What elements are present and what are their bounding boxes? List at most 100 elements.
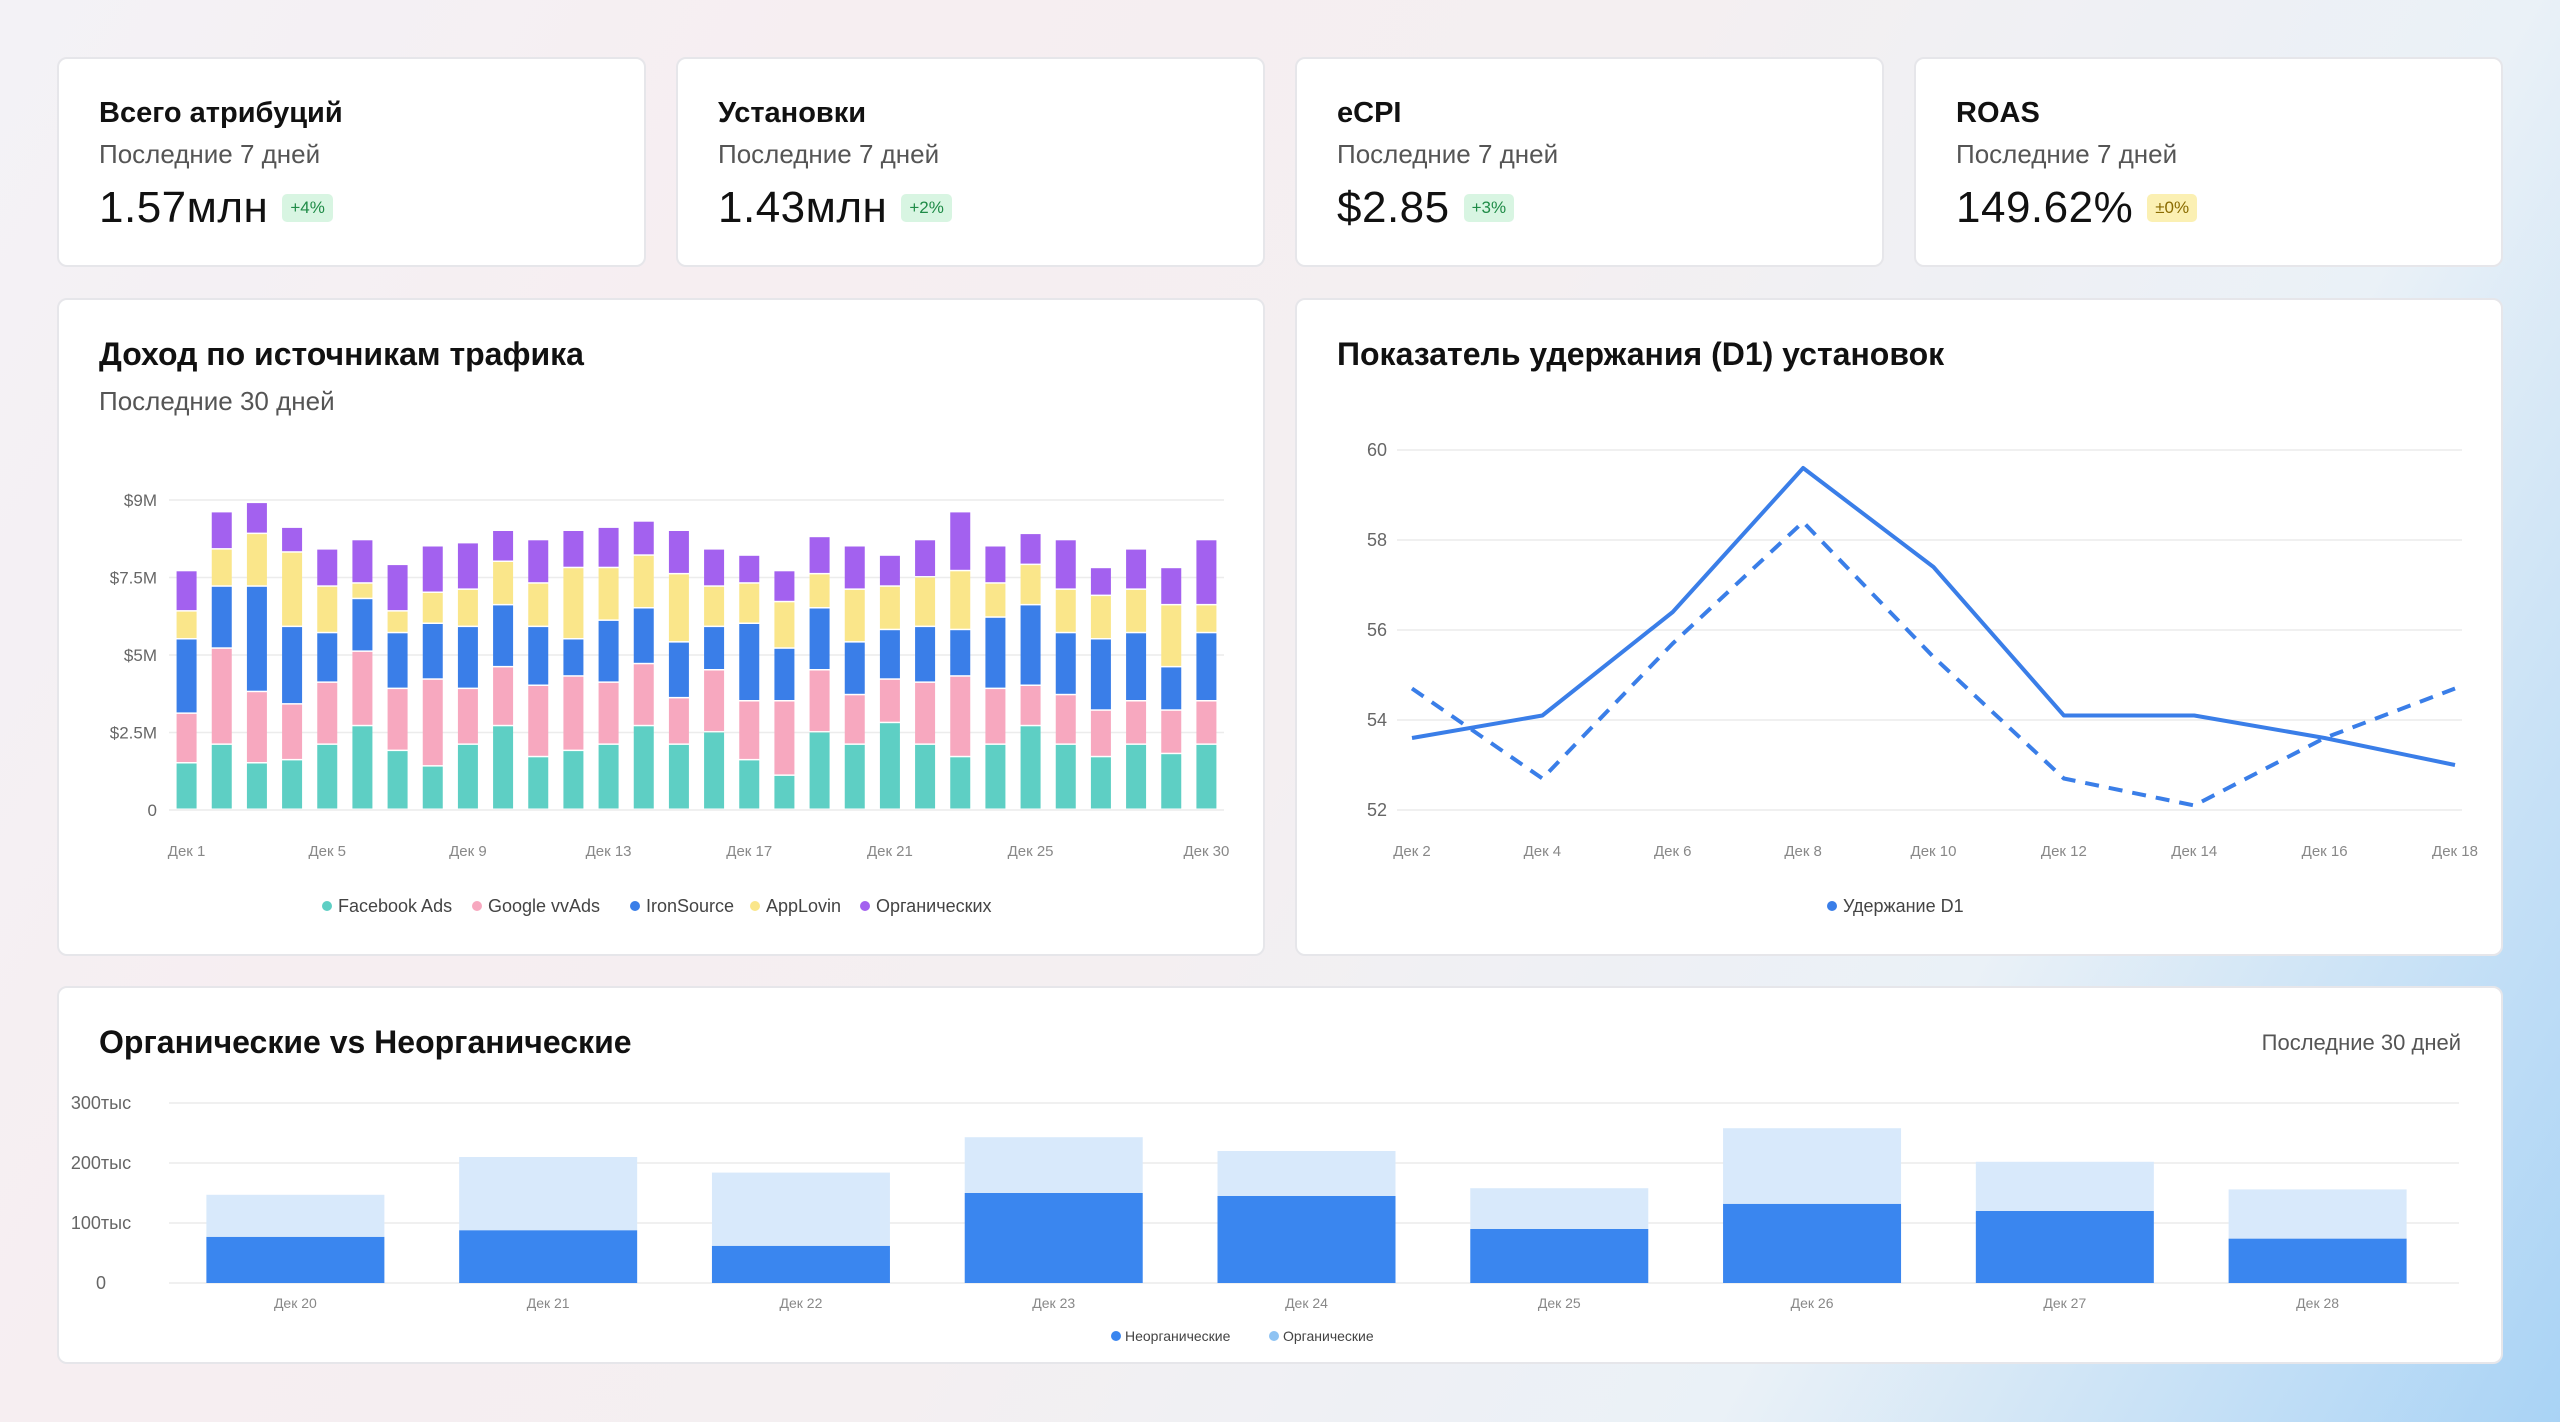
bar-segment xyxy=(704,627,725,669)
bar-segment xyxy=(915,627,936,682)
bar-segment xyxy=(950,571,971,629)
bar-segment xyxy=(844,695,865,744)
dashed-series-line xyxy=(1410,520,2456,808)
bar-segment xyxy=(457,689,478,744)
bar-segment xyxy=(774,701,795,775)
bar-segment xyxy=(246,534,267,586)
bar-segment xyxy=(352,651,373,725)
bar-segment xyxy=(2228,1238,2407,1283)
legend-label: Google vvAds xyxy=(488,896,600,916)
bar-segment xyxy=(246,763,267,809)
bar-segment xyxy=(1020,726,1041,809)
bar-segment xyxy=(668,642,689,697)
bar-segment xyxy=(528,686,549,756)
kpi-value: 1.57млн xyxy=(99,183,269,232)
kpi-title: eCPI xyxy=(1337,97,1402,129)
bar-segment xyxy=(950,512,971,570)
bar-segment xyxy=(1055,540,1076,589)
bar-segment xyxy=(176,639,197,713)
bar-segment xyxy=(598,682,619,744)
bar-segment xyxy=(1090,568,1111,595)
bar-segment xyxy=(457,589,478,626)
y-tick-label: $7.5M xyxy=(110,569,157,588)
bar-segment xyxy=(704,586,725,626)
bar-segment xyxy=(1470,1229,1649,1283)
kpi-change-badge: +4% xyxy=(282,194,333,222)
bar-segment xyxy=(704,549,725,586)
bar-segment xyxy=(1090,757,1111,809)
bar-segment xyxy=(633,608,654,663)
legend-swatch xyxy=(630,901,640,911)
retention-title: Показатель удержания (D1) установок xyxy=(1337,336,1945,372)
bar-segment xyxy=(1975,1211,2154,1283)
bar-segment xyxy=(563,676,584,750)
bar-segment xyxy=(1055,633,1076,694)
kpi-card-attributions: Всего атрибуций Последние 7 дней 1.57млн… xyxy=(57,57,646,267)
bar-segment xyxy=(633,555,654,607)
bar-segment xyxy=(809,608,830,669)
bar-segment xyxy=(1470,1188,1649,1229)
bar-segment xyxy=(1126,701,1147,744)
bar-segment xyxy=(985,546,1006,583)
bar-segment xyxy=(1161,710,1182,753)
y-tick-label: $2.5M xyxy=(110,724,157,743)
bar-segment xyxy=(739,555,760,583)
bar-segment xyxy=(1196,540,1217,604)
bar-segment xyxy=(1217,1196,1396,1283)
bar-segment xyxy=(844,589,865,642)
bar-segment xyxy=(985,583,1006,617)
legend-label: Органических xyxy=(876,896,992,916)
revenue-chart: 0 $2.5M $5M $7.5M $9M Дек 1 Дек 5 Дек 9 Дек 13 Де… xyxy=(110,491,1230,916)
bar-segment xyxy=(493,726,514,809)
revenue-card: Доход по источникам трафика Последние 30… xyxy=(57,298,1265,956)
bar-segment xyxy=(528,627,549,685)
bar-segment xyxy=(282,760,303,809)
bar-segment xyxy=(1196,633,1217,700)
bar-segment xyxy=(1723,1128,1902,1204)
bar-segment xyxy=(1055,589,1076,632)
bar-segment xyxy=(809,537,830,573)
organic-title: Органические vs Неорганические xyxy=(99,1024,632,1060)
x-tick-label: Дек 9 xyxy=(449,843,487,860)
bar-segment xyxy=(211,512,232,549)
y-tick-label: $9M xyxy=(124,491,157,510)
bar-segment xyxy=(879,555,900,586)
bar-segment xyxy=(598,744,619,809)
revenue-period: Последние 30 дней xyxy=(99,386,335,416)
bar-segment xyxy=(282,704,303,759)
y-tick-label: $5M xyxy=(124,646,157,665)
y-tick-label: 0 xyxy=(96,1273,106,1293)
bar-segment xyxy=(387,565,408,611)
bar-segment xyxy=(879,586,900,629)
x-tick-label: Дек 28 xyxy=(2296,1295,2339,1311)
legend-swatch xyxy=(1827,901,1837,911)
bar-segment xyxy=(1975,1161,2154,1211)
bar-segment xyxy=(1090,596,1111,638)
y-tick-label: 56 xyxy=(1367,620,1387,640)
legend-swatch xyxy=(860,901,870,911)
x-tick-label: Дек 10 xyxy=(1911,843,1957,860)
bar-segment xyxy=(598,527,619,567)
bar-segment xyxy=(317,586,338,632)
bar-segment xyxy=(317,633,338,682)
bar-segment xyxy=(528,757,549,809)
bar-segment xyxy=(1020,605,1041,685)
bar-segment xyxy=(739,624,760,700)
x-tick-label: Дек 25 xyxy=(1008,843,1054,860)
legend-label: Органические xyxy=(1283,1328,1374,1344)
bar-segment xyxy=(211,648,232,744)
bar-segment xyxy=(459,1230,638,1283)
kpi-card-installs: Установки Последние 7 дней 1.43млн +2% xyxy=(676,57,1265,267)
legend-label: IronSource xyxy=(646,896,734,916)
bar-segment xyxy=(809,574,830,607)
bar-segment xyxy=(563,751,584,809)
kpi-title: ROAS xyxy=(1956,97,2040,129)
bar-segment xyxy=(493,667,514,725)
bar-segment xyxy=(206,1194,385,1237)
bar-segment xyxy=(211,744,232,809)
organic-chart: 0 100тыс 200тыс 300тыс Дек 20 Дек 21 Дек 22 Дек… xyxy=(71,1093,2459,1344)
bar-segment xyxy=(950,676,971,756)
bar-segment xyxy=(1196,744,1217,809)
legend-label: Неорганические xyxy=(1125,1328,1231,1344)
legend-swatch xyxy=(1269,1331,1279,1341)
